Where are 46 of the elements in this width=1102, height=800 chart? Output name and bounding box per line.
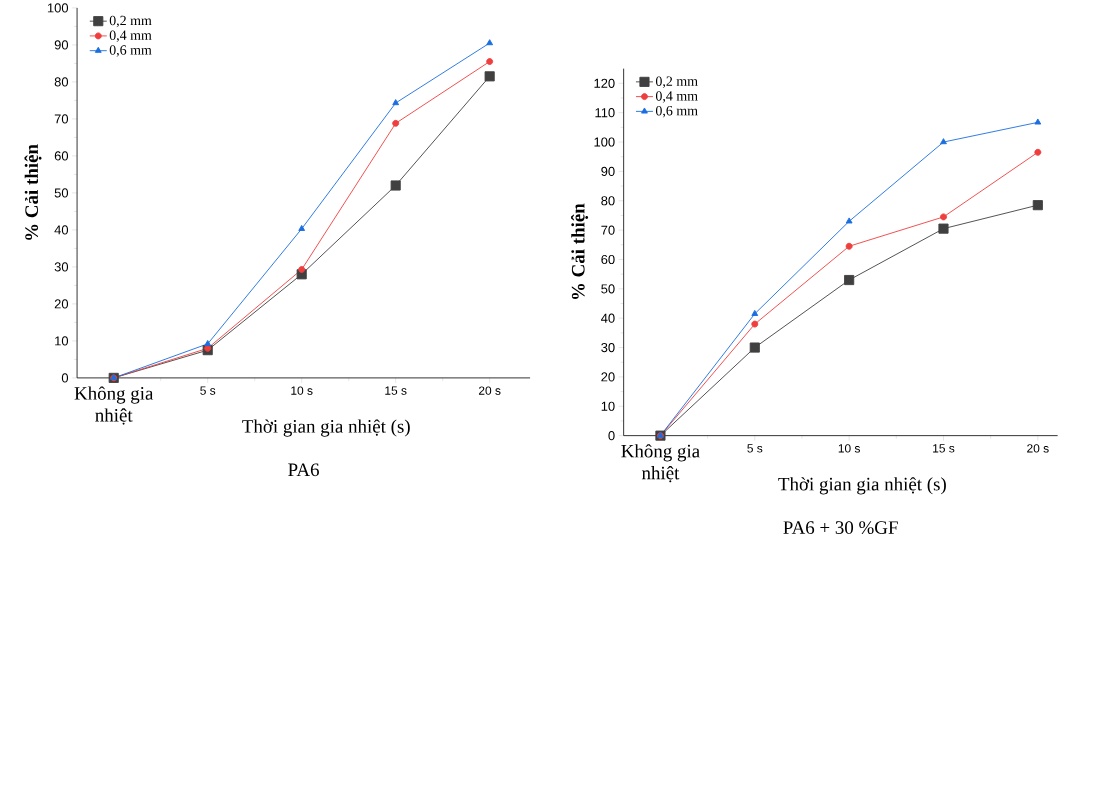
y-tick-label: 0 — [608, 431, 615, 441]
x-tick-label: 10 s — [838, 444, 860, 453]
y-tick-label: 60 — [54, 151, 69, 161]
y-tick-label: 50 — [601, 284, 615, 294]
y-tick-label: 70 — [54, 114, 69, 124]
y-tick-label: 80 — [54, 77, 69, 87]
x-tick-label: 15 s — [933, 444, 955, 453]
text: PA6 + 30 %GF — [783, 521, 898, 535]
y-tick-label: 40 — [601, 313, 615, 323]
y-tick-label: 70 — [601, 225, 615, 235]
y-tick-label: 30 — [601, 343, 615, 353]
y-tick-label: 110 — [595, 108, 615, 118]
legend-label: 0,6 mm — [655, 106, 698, 118]
y-tick-label: 100 — [47, 3, 69, 13]
x-axis-title: Thời gian gia nhiệt (s) — [778, 477, 946, 495]
y-tick-label: 50 — [54, 188, 69, 198]
x-tick-label: Không gia nhiệt — [74, 386, 154, 425]
legend-label: 0,4 mm — [655, 91, 698, 103]
x-tick-label: 15 s — [385, 386, 407, 395]
y-tick-label: 20 — [54, 299, 69, 309]
y-tick-label: 60 — [601, 255, 615, 265]
y-tick-label: 120 — [594, 78, 615, 89]
x-tick-label: Không gia nhiệt — [621, 444, 700, 483]
y-tick-label: 10 — [55, 336, 69, 346]
y-tick-label: 20 — [601, 372, 615, 382]
y-tick-label: 40 — [54, 225, 69, 235]
x-tick-label: 20 s — [478, 386, 501, 396]
x-tick-label: 5 s — [747, 444, 763, 453]
legend-label: 0,2 mm — [655, 76, 698, 89]
y-tick-label: 90 — [54, 40, 69, 50]
legend-label: 0,6 mm — [109, 45, 152, 57]
y-tick-label: 0 — [61, 373, 69, 383]
legend-label: 0,2 mm — [109, 15, 152, 28]
y-tick-label: 10 — [601, 401, 615, 411]
y-axis-title: % Cải thiện — [24, 144, 42, 240]
x-tick-label: 20 s — [1027, 444, 1049, 453]
y-tick-label: 30 — [54, 262, 69, 272]
y-tick-label: 100 — [594, 137, 615, 147]
y-axis-title: % Cải thiện — [571, 203, 589, 300]
x-tick-label: 10 s — [291, 386, 313, 396]
x-tick-label: 5 s — [200, 386, 216, 395]
y-tick-label: 80 — [601, 196, 615, 206]
y-tick-label: 90 — [601, 166, 615, 177]
text: PA6 — [288, 463, 319, 477]
x-axis-title: Thời gian gia nhiệt (s) — [242, 419, 410, 437]
legend-label: 0,4 mm — [109, 30, 152, 43]
